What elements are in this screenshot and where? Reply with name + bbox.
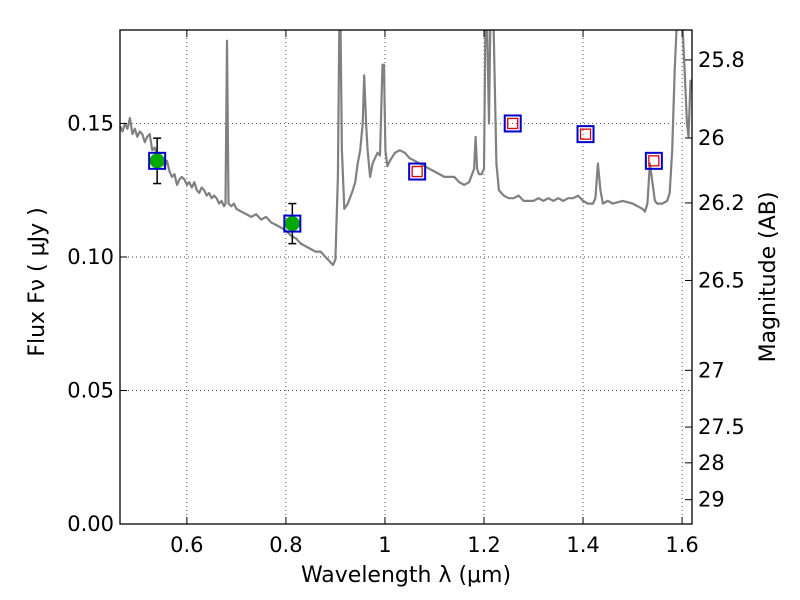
y-tick-label: 0.05 bbox=[67, 378, 114, 402]
sed-chart: 0.6 0.8 1 1.2 1.4 1.6 0.00 0.05 0.10 0.15 25.8 26 26… bbox=[0, 0, 800, 600]
y-tick-label: 0.00 bbox=[67, 512, 114, 536]
detection-point bbox=[150, 153, 165, 168]
upper-limit-square bbox=[412, 167, 422, 177]
upper-limit-square bbox=[581, 129, 591, 139]
x-tick-label: 0.6 bbox=[170, 533, 203, 557]
mag-tick-label: 27 bbox=[698, 358, 725, 382]
x-tick-label: 1.2 bbox=[467, 533, 500, 557]
mag-tick-label: 26 bbox=[698, 126, 725, 150]
mag-tick-label: 26.5 bbox=[698, 268, 745, 292]
spectrum-line bbox=[120, 17, 692, 265]
y-axis-label: Flux Fν ( μJy ) bbox=[25, 207, 50, 356]
x-tick-label: 1.6 bbox=[665, 533, 698, 557]
x-tick-label: 1.4 bbox=[566, 533, 599, 557]
spectrum-layer bbox=[120, 17, 692, 265]
ticks: 0.6 0.8 1 1.2 1.4 1.6 0.00 0.05 0.10 0.15 25.8 26 26… bbox=[67, 30, 745, 557]
mag-tick-label: 25.8 bbox=[698, 48, 745, 72]
x-tick-label: 0.8 bbox=[269, 533, 302, 557]
x-axis-label: Wavelength λ (μm) bbox=[301, 563, 511, 588]
y-axis-right-label: Magnitude (AB) bbox=[756, 192, 781, 363]
plot-frame bbox=[120, 30, 692, 524]
x-tick-label: 1 bbox=[378, 533, 391, 557]
grid-lines bbox=[120, 30, 692, 524]
y-tick-label: 0.10 bbox=[67, 245, 114, 269]
mag-tick-label: 28 bbox=[698, 451, 725, 475]
detection-point bbox=[285, 216, 300, 231]
mag-tick-label: 27.5 bbox=[698, 415, 745, 439]
mag-tick-label: 26.2 bbox=[698, 191, 745, 215]
y-tick-label: 0.15 bbox=[67, 111, 114, 135]
mag-tick-label: 29 bbox=[698, 488, 725, 512]
axes bbox=[120, 30, 692, 524]
